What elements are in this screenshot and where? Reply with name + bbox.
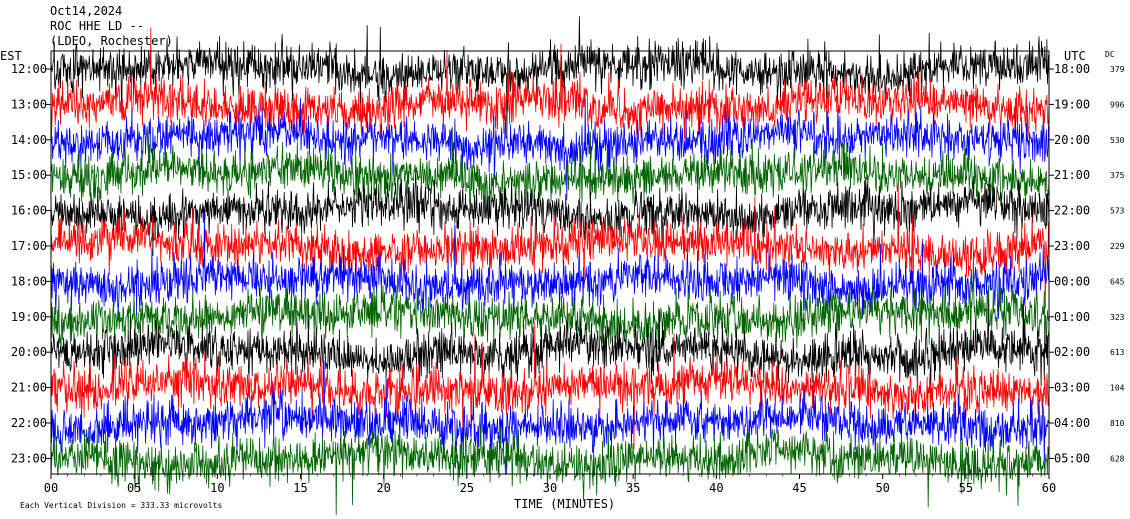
utc-label: 23:00 (1054, 239, 1090, 253)
trace-row-2300 (50, 424, 1050, 516)
x-tick-label-05: 05 (127, 481, 141, 495)
est-label: 19:00 (11, 310, 47, 324)
est-label: 13:00 (11, 97, 47, 111)
dc-value: 628 (1110, 454, 1125, 463)
utc-label: 22:00 (1054, 204, 1090, 218)
utc-label: 19:00 (1054, 97, 1090, 111)
trace-row-1900 (50, 252, 1050, 358)
x-tick-label-00: 00 (44, 481, 58, 495)
trace-row-2200 (50, 360, 1050, 475)
trace-row-2100 (50, 322, 1050, 450)
x-tick-label-50: 50 (875, 481, 889, 495)
est-label: 23:00 (11, 451, 47, 465)
utc-label: 01:00 (1054, 310, 1090, 324)
header-station: ROC HHE LD -- (50, 19, 144, 33)
trace-row-1600 (50, 174, 1050, 256)
utc-label: 04:00 (1054, 416, 1090, 430)
dc-value: 379 (1110, 65, 1125, 74)
x-tick-label-20: 20 (376, 481, 390, 495)
dc-value: 573 (1110, 207, 1125, 216)
header-network: (LDEO, Rochester) (50, 34, 173, 48)
utc-header: UTC (1064, 49, 1086, 63)
x-tick-label-25: 25 (460, 481, 474, 495)
trace-row-1400 (50, 98, 1050, 200)
trace-row-1500 (50, 126, 1050, 227)
header-date: Oct14,2024 (50, 4, 123, 18)
utc-label: 21:00 (1054, 168, 1090, 182)
x-axis-title: TIME (MINUTES) (514, 497, 615, 511)
dc-value: 323 (1110, 313, 1125, 322)
x-tick-label-60: 60 (1042, 481, 1056, 495)
utc-label: 03:00 (1054, 381, 1090, 395)
x-tick-label-10: 10 (210, 481, 224, 495)
scale-footnote: Each Vertical Division = 333.33 microvol… (20, 501, 222, 510)
x-tick-label-30: 30 (543, 481, 557, 495)
x-tick-label-40: 40 (709, 481, 723, 495)
dc-value: 530 (1110, 136, 1125, 145)
dc-value: 104 (1110, 384, 1125, 393)
dc-value: 375 (1110, 171, 1125, 180)
utc-label: 05:00 (1054, 451, 1090, 465)
est-label: 12:00 (11, 62, 47, 76)
est-label: 15:00 (11, 168, 47, 182)
x-axis-ticks: 00 05 10 15 20 25 30 35 40 45 50 55 60 (44, 474, 1056, 495)
est-label: 18:00 (11, 274, 47, 288)
row-labels: 12:00 18:00 379 13:00 19:00 996 14:00 20:00 530 1… (0, 49, 1125, 511)
trace-row-1800 (50, 212, 1050, 320)
utc-label: 02:00 (1054, 345, 1090, 359)
dc-value: 810 (1110, 419, 1125, 428)
dc-value: 613 (1110, 348, 1125, 357)
x-tick-label-45: 45 (792, 481, 806, 495)
est-label: 14:00 (11, 133, 47, 147)
est-label: 17:00 (11, 239, 47, 253)
dc-value: 996 (1110, 100, 1125, 109)
est-label: 21:00 (11, 381, 47, 395)
trace-row-1300 (50, 27, 1050, 141)
est-label: 16:00 (11, 204, 47, 218)
x-tick-label-15: 15 (293, 481, 307, 495)
trace-layer (50, 16, 1050, 516)
est-label: 22:00 (11, 416, 47, 430)
utc-label: 00:00 (1054, 274, 1090, 288)
trace-row-1200 (50, 16, 1050, 136)
x-tick-label-35: 35 (626, 481, 640, 495)
dc-value: 229 (1110, 242, 1125, 251)
dc-header: DC (1105, 50, 1115, 59)
utc-label: 20:00 (1054, 133, 1090, 147)
trace-row-1700 (50, 182, 1050, 309)
x-tick-label-55: 55 (959, 481, 973, 495)
est-label: 20:00 (11, 345, 47, 359)
utc-label: 18:00 (1054, 62, 1090, 76)
dc-value: 645 (1110, 277, 1125, 286)
trace-row-2000 (50, 299, 1050, 393)
est-header: EST (0, 49, 22, 63)
